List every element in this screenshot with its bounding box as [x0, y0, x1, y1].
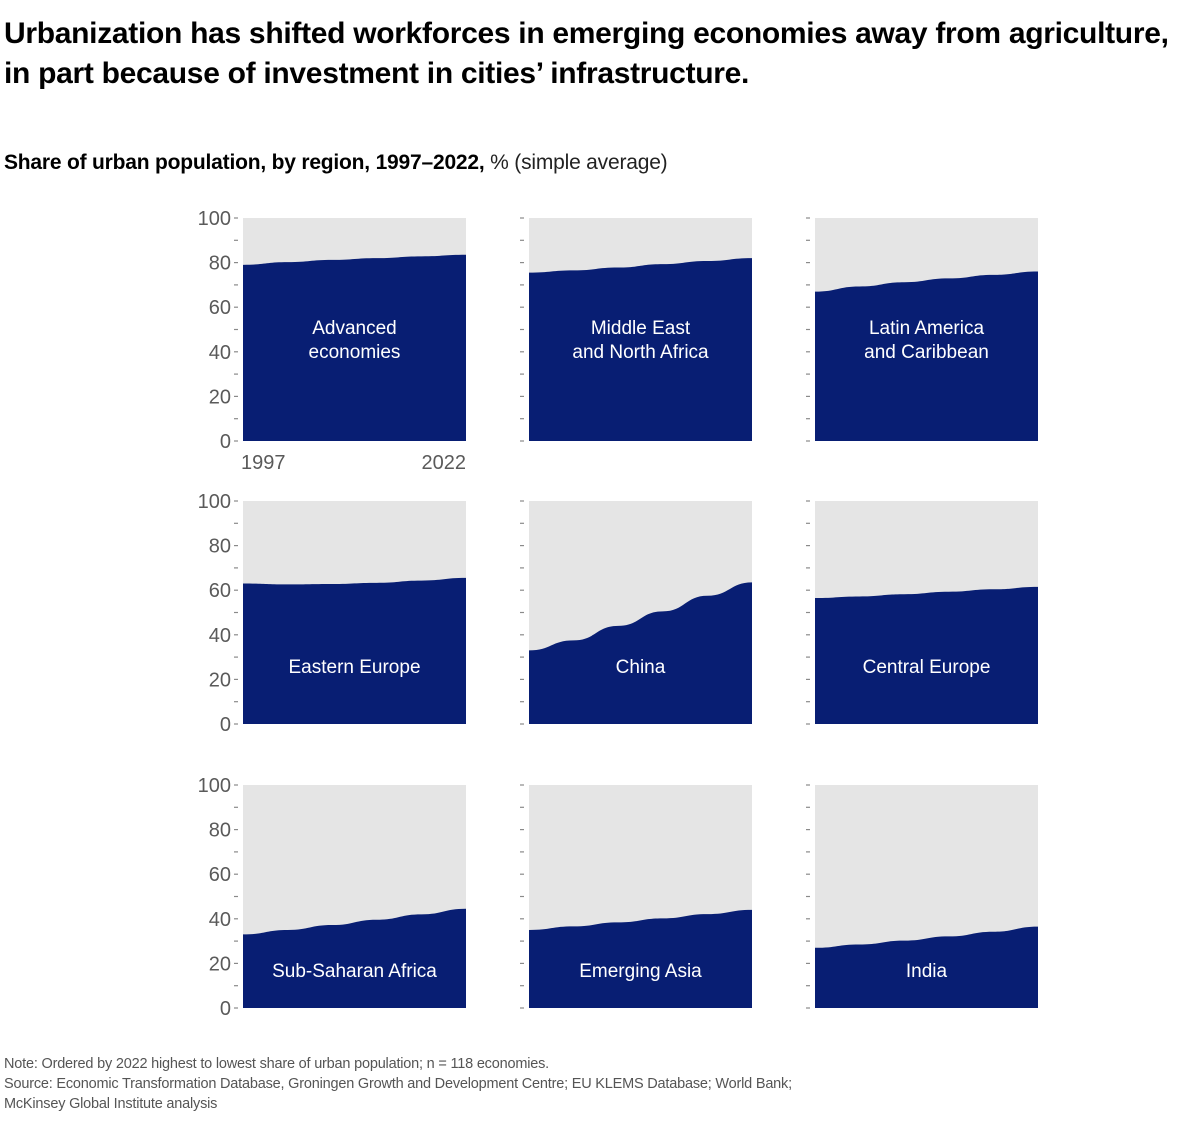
panel-label: and Caribbean: [864, 342, 989, 363]
panel-label: China: [616, 657, 666, 678]
y-tick-label: 40: [209, 342, 231, 364]
urban-area-central-europe: [815, 586, 1038, 724]
footnote: Note: Ordered by 2022 highest to lowest …: [4, 1054, 792, 1114]
y-tick-label: 0: [220, 431, 231, 453]
y-tick-label: 60: [209, 580, 231, 602]
y-tick-label: 100: [198, 208, 231, 230]
panel-label: Eastern Europe: [288, 657, 420, 678]
y-tick-label: 80: [209, 820, 231, 842]
urban-area-china: [529, 582, 752, 724]
urban-area-eastern-europe: [243, 577, 466, 724]
panel-label: Middle East: [591, 318, 691, 339]
urban-area-advanced-economies: [243, 254, 466, 441]
y-tick-label: 60: [209, 864, 231, 886]
y-tick-label: 0: [220, 714, 231, 736]
y-tick-label: 40: [209, 909, 231, 931]
y-tick-label: 100: [198, 775, 231, 797]
y-tick-label: 0: [220, 998, 231, 1020]
panel-label: economies: [309, 342, 401, 363]
panel-label: Emerging Asia: [579, 961, 702, 982]
y-tick-label: 20: [209, 953, 231, 975]
y-tick-label: 100: [198, 491, 231, 513]
x-tick-label: 2022: [422, 452, 467, 474]
subtitle-main: Share of urban population, by region, 19…: [4, 151, 485, 174]
panel-label: India: [906, 961, 948, 982]
panel-label: Latin America: [869, 318, 985, 339]
y-tick-label: 20: [209, 386, 231, 408]
urban-area-sub-saharan-africa: [243, 908, 466, 1008]
y-tick-label: 80: [209, 536, 231, 558]
chart-subtitle: Share of urban population, by region, 19…: [4, 149, 668, 177]
y-tick-label: 40: [209, 625, 231, 647]
urban-area-latin-america-and-caribbean: [815, 271, 1038, 441]
source-text-line2: McKinsey Global Institute analysis: [4, 1096, 218, 1112]
note-text: Note: Ordered by 2022 highest to lowest …: [4, 1056, 549, 1072]
urban-area-emerging-asia: [529, 909, 752, 1008]
source-text-line1: Source: Economic Transformation Database…: [4, 1076, 792, 1092]
y-tick-label: 20: [209, 669, 231, 691]
urban-area-middle-east-and-north-africa: [529, 258, 752, 441]
urban-area-india: [815, 926, 1038, 1008]
panel-label: Advanced: [312, 318, 397, 339]
panel-label: Central Europe: [863, 657, 991, 678]
x-tick-label: 1997: [241, 452, 286, 474]
small-multiples-chart: 0 20 40 60 80 100 Advanced economies Middle East…: [198, 208, 1038, 1020]
subtitle-unit: % (simple average): [484, 151, 668, 174]
panel-label: Sub-Saharan Africa: [272, 961, 437, 982]
y-tick-label: 60: [209, 297, 231, 319]
y-tick-label: 80: [209, 253, 231, 275]
panel-label: and North Africa: [572, 342, 709, 363]
chart-title: Urbanization has shifted workforces in e…: [4, 17, 1169, 90]
